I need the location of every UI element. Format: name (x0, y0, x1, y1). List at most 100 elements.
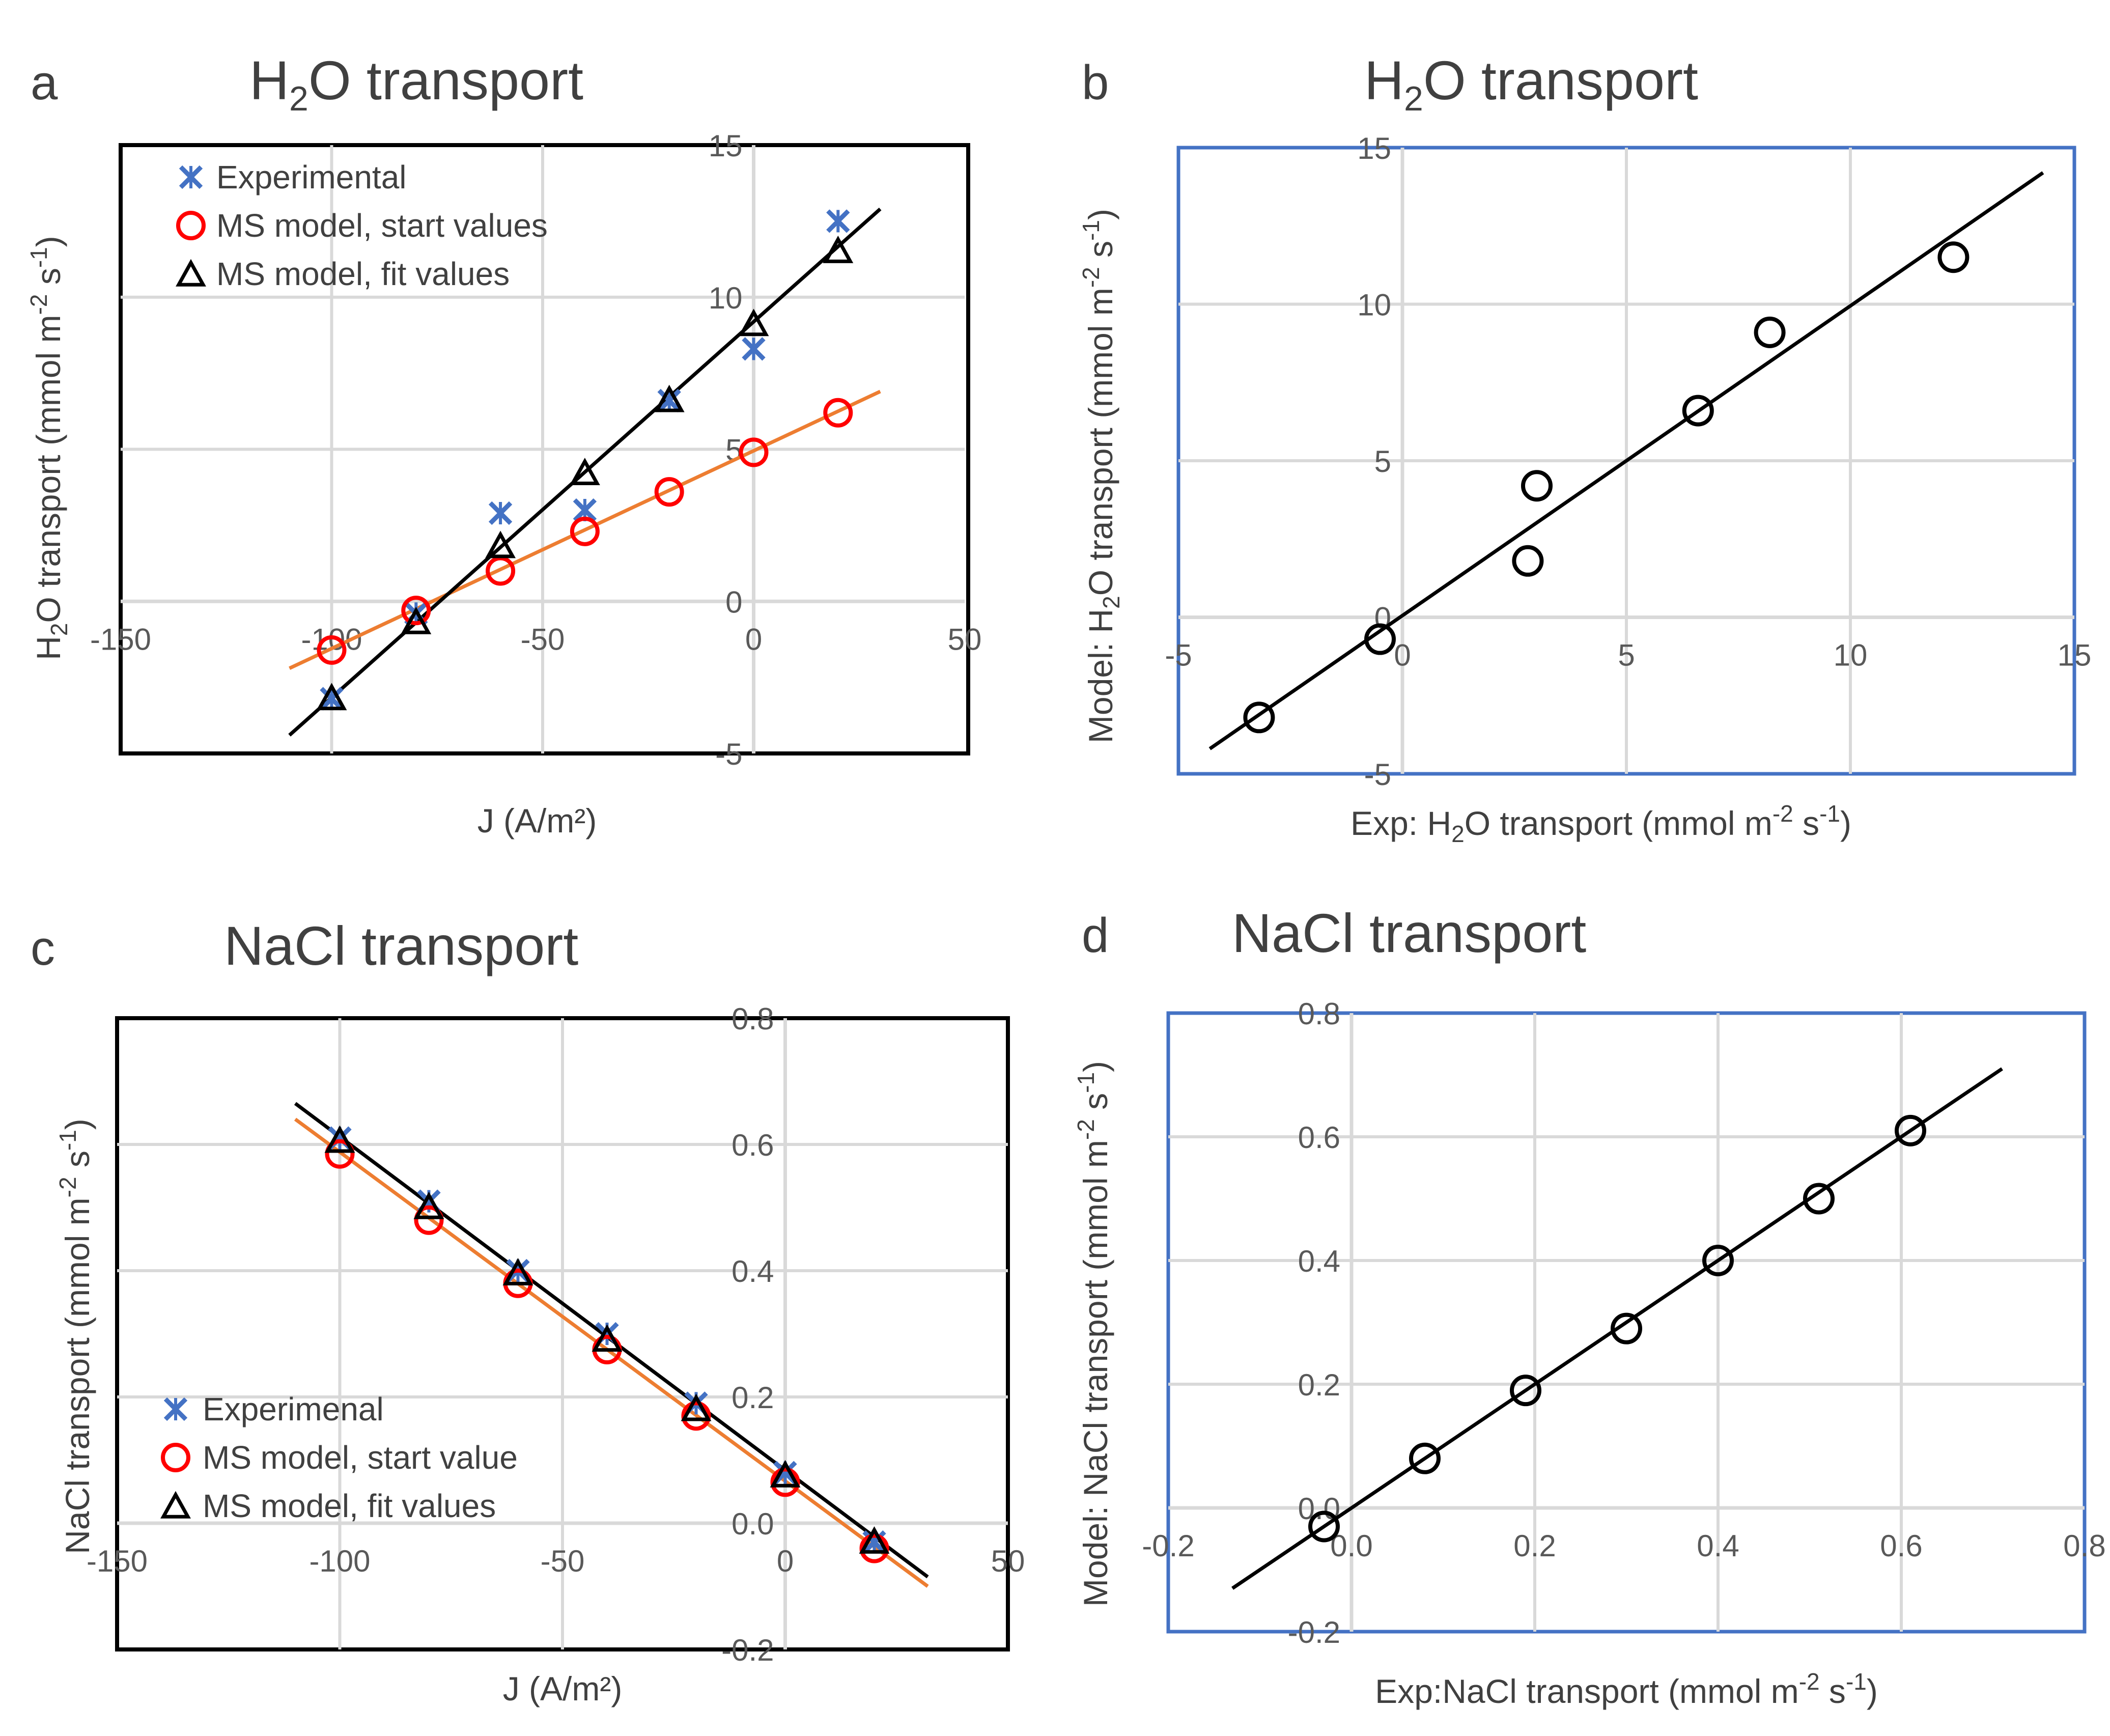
panel-c-data-point-shape (770, 1467, 800, 1497)
panel-c-data-point-shape (502, 1257, 533, 1285)
panel-d-trend-line (1231, 1067, 2003, 1590)
panel-b-y-tick-label: 5 (1374, 444, 1391, 479)
panel-c-y-tick-label: 0.4 (732, 1254, 774, 1289)
panel-a-data-point (826, 209, 850, 233)
panel-d-data-point (1895, 1114, 1926, 1146)
panel-a-x-tick-label: 0 (745, 622, 762, 656)
panel-b-data-point-shape (1682, 395, 1714, 427)
panel-a-data-point (317, 635, 347, 665)
panel-a-data-point (401, 606, 432, 634)
legend-marker-start-value (161, 1443, 190, 1472)
panel-b-x-tick-label: 15 (2058, 638, 2092, 673)
panel-a-data-point (485, 530, 516, 558)
panel-c-data-point (325, 1139, 355, 1169)
legend-x-marker (179, 165, 203, 189)
panel-b-trend-line (1208, 171, 2044, 750)
panel-d-y-tick-label: 0.6 (1298, 1121, 1340, 1155)
panel-a-data-point-shape (823, 398, 853, 428)
panel-a-y-tick-label: 15 (709, 129, 743, 163)
panel-b-x-tick-label: 10 (1834, 638, 1868, 673)
panel-b-data-point (1243, 702, 1275, 734)
panel-b-data-point-shape (1243, 702, 1275, 734)
panel-d-x-tick-label: 0.2 (1513, 1529, 1556, 1563)
panel-a-data-point-shape (738, 309, 769, 337)
panel-b-grid (1178, 148, 2074, 774)
panel-d-title: NaCl transport (1232, 902, 1586, 964)
legend-label-fit-values: MS model, fit values (203, 1488, 496, 1524)
panel-b-x-axis-label: Exp: H2O transport (mmol m-2 s-1) (1351, 800, 1851, 847)
panel-a-title: H2O transport (249, 49, 583, 118)
panel-b-x-tick-label: 5 (1618, 638, 1635, 673)
panel-d-y-tick-label: -0.2 (1288, 1615, 1340, 1649)
panel-a-data-point (316, 683, 347, 711)
panel-c-y-tick-label: 0.2 (732, 1381, 774, 1415)
panel-d-y-tick-label: 0.4 (1298, 1244, 1340, 1278)
panel-c-data-point-shape (859, 1526, 890, 1554)
panel-d-data-point (1803, 1183, 1835, 1215)
panel-a-x-axis-label: J (A/m²) (477, 802, 597, 839)
panel-c-data-point (413, 1191, 444, 1219)
panel-c-data-point-shape (325, 1139, 355, 1169)
panel-a-legend: Experimental MS model, start values MS m… (176, 159, 548, 292)
panel-c-x-tick-label: -150 (87, 1544, 148, 1578)
panel-c-data-point (859, 1533, 889, 1563)
panel-b-y-axis-label: Model: H2O transport (mmol m-2 s-1) (1078, 209, 1124, 743)
panel-c-y-tick-label: 0.6 (732, 1128, 774, 1162)
panel-d-y-tick-label: 0.8 (1298, 997, 1340, 1031)
panel-a-data-point (654, 384, 685, 412)
panel-b-data-point-shape (1937, 241, 1970, 273)
panel-c-plot: -150 -100 -50 0 50 -0.2 0.0 0.2 0.4 0.6 0.8 (87, 1002, 1025, 1667)
panel-c-trend-line (294, 1117, 929, 1588)
panel-d-data-point-shape (1510, 1375, 1541, 1407)
panel-c-x-tick-label: 0 (777, 1544, 794, 1578)
panel-a-data-point (738, 309, 769, 337)
panel-a-grid (121, 145, 965, 753)
legend-triangle-marker-shape (160, 1491, 191, 1519)
legend-marker-fit-values (176, 259, 206, 287)
panel-c-y-tick-label: -0.2 (721, 1633, 774, 1667)
panel-a-data-point (486, 556, 516, 586)
panel-b-data-point (1754, 316, 1786, 348)
panel-c-data-point-shape (770, 1460, 801, 1488)
legend-triangle-marker (176, 259, 206, 287)
panel-b-data-point-shape (1512, 545, 1544, 577)
panel-c-data-point (592, 1324, 623, 1352)
panel-d-data-point (1702, 1245, 1734, 1276)
panel-a-data-point-shape (316, 683, 347, 711)
panel-b-y-tick-label: 10 (1357, 288, 1391, 322)
panel-d-data-point (1611, 1312, 1642, 1345)
panel-a-data-point (823, 398, 853, 428)
panel-c-data-point (681, 1393, 712, 1421)
panel-d-data-point (1308, 1510, 1340, 1543)
panel-a-data-point-shape (654, 477, 684, 507)
panel-a-trend-line (288, 207, 882, 737)
legend-marker-experimental (179, 165, 203, 189)
panel-b-data-point-shape (1521, 470, 1553, 502)
panel-c-x-tick-label: -50 (541, 1544, 585, 1578)
panel-a-data-point (401, 596, 431, 626)
panel-letter-a: a (31, 55, 58, 110)
panel-c-x-axis-label: J (A/m²) (503, 1670, 623, 1707)
legend-triangle-marker-shape (176, 259, 206, 287)
panel-d-x-tick-label: -0.2 (1142, 1529, 1194, 1563)
panel-c-title: NaCl transport (224, 915, 578, 976)
legend-triangle-marker (160, 1491, 191, 1519)
panel-d-data-point (1510, 1375, 1541, 1407)
panel-letter-d: d (1082, 908, 1109, 963)
panel-a-trend-line (289, 389, 881, 670)
legend-marker-start-values (176, 211, 206, 240)
legend-label-start-values: MS model, start values (216, 207, 548, 244)
legend-circle-marker (176, 211, 206, 240)
panel-letter-c: c (31, 921, 55, 975)
panel-c-data-point (770, 1460, 801, 1488)
panel-a-data-point-shape (569, 458, 600, 485)
legend-x-marker (163, 1397, 188, 1421)
panel-d-x-tick-label: 0.6 (1880, 1529, 1922, 1563)
panel-b-data-point (1682, 395, 1714, 427)
panel-a-data-point-shape (739, 437, 769, 467)
panel-a-data-point (739, 437, 769, 467)
panel-a-data-point-shape (485, 530, 516, 558)
panel-a-data-point (657, 388, 681, 413)
panel-d-data-point-shape (1702, 1245, 1734, 1276)
